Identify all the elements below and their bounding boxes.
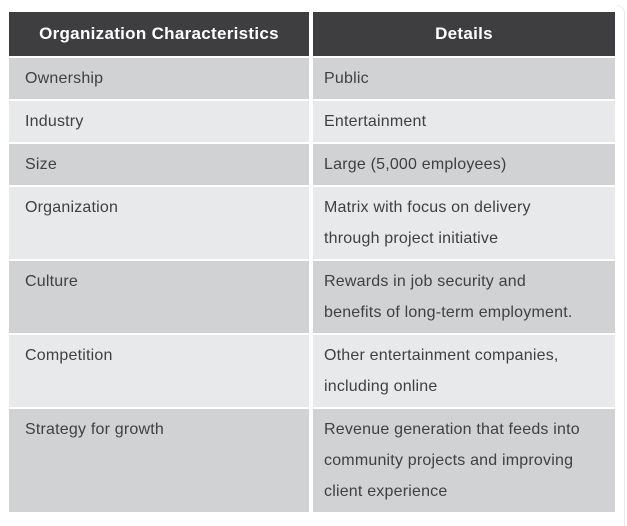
column-header-characteristics: Organization Characteristics [9,12,311,57]
table-row: Industry Entertainment [9,99,615,143]
detail-cell: Large (5,000 employees) [309,142,615,186]
table-row: Size Large (5,000 employees) [9,142,615,186]
page-border-artifact [617,5,625,526]
table-row: Strategy for growth Revenue generation t… [9,407,615,512]
header-row: Organization Characteristics Details [9,12,615,57]
characteristic-cell: Ownership [9,56,311,100]
table-row: Ownership Public [9,56,615,100]
detail-cell: Revenue generation that feeds into commu… [309,407,615,512]
detail-cell: Other entertainment companies, including… [309,333,615,408]
organization-characteristics-table: Organization Characteristics Details Own… [9,12,615,512]
table-row: Competition Other entertainment companie… [9,333,615,408]
characteristic-cell: Industry [9,99,311,143]
detail-cell: Public [309,56,615,100]
detail-cell: Matrix with focus on delivery through pr… [309,185,615,260]
characteristic-cell: Culture [9,259,311,334]
characteristic-cell: Competition [9,333,311,408]
characteristic-cell: Size [9,142,311,186]
table-row: Organization Matrix with focus on delive… [9,185,615,260]
detail-cell: Entertainment [309,99,615,143]
column-header-details: Details [309,12,615,57]
detail-cell: Rewards in job security and benefits of … [309,259,615,334]
characteristic-cell: Strategy for growth [9,407,311,512]
characteristic-cell: Organization [9,185,311,260]
table-row: Culture Rewards in job security and bene… [9,259,615,334]
